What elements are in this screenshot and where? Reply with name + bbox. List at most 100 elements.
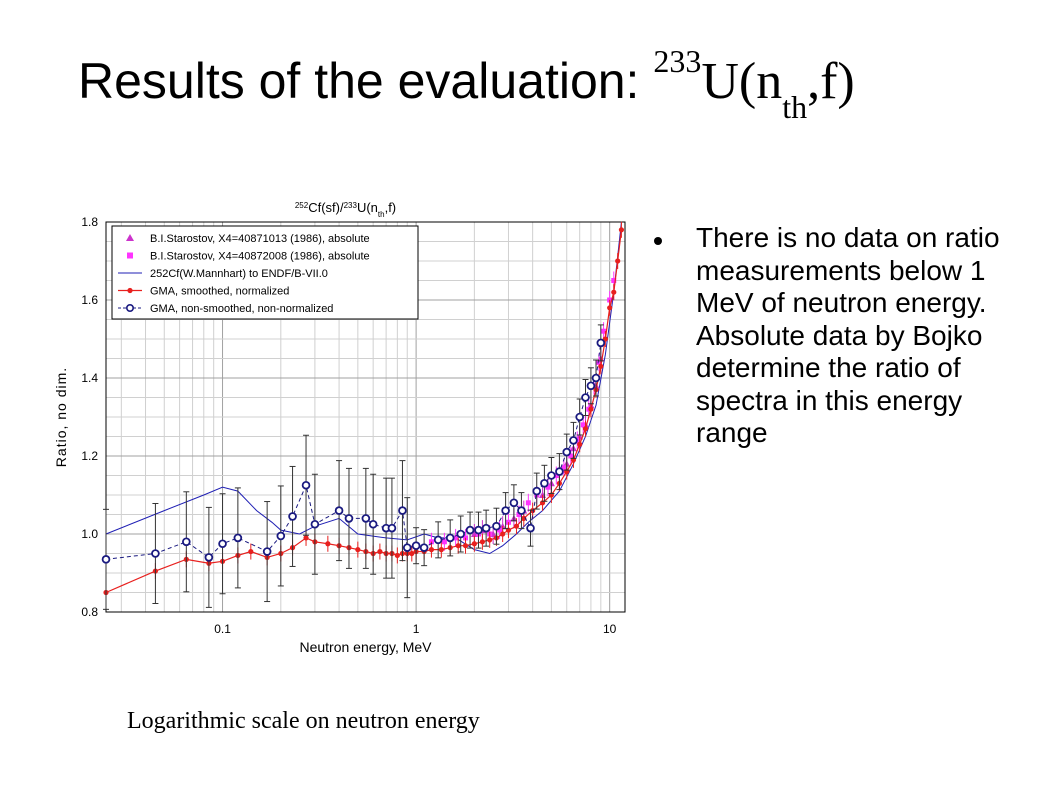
y-tick-label: 1.6: [81, 293, 98, 307]
data-point-starostov-40872008: [561, 465, 567, 471]
legend-label: B.I.Starostov, X4=40872008 (1986), absol…: [150, 251, 370, 263]
data-point-gma-nonsmoothed: [481, 523, 491, 533]
y-tick-label: 1.0: [81, 527, 98, 541]
data-point-gma-nonsmoothed: [569, 436, 578, 445]
data-point-starostov-40872008: [611, 278, 617, 283]
data-point-gma-nonsmoothed: [419, 543, 429, 552]
data-point-gma-nonsmoothed: [562, 447, 572, 457]
data-point-gma-smoothed: [618, 227, 625, 233]
data-point-gma-nonsmoothed: [526, 523, 535, 533]
data-point-starostov-40872008: [525, 500, 531, 506]
data-point-gma-nonsmoothed: [596, 338, 606, 348]
bullet-text: There is no data on ratio measurements b…: [696, 222, 1000, 448]
data-point-gma-nonsmoothed: [301, 480, 311, 490]
title-reaction-end: ,f): [807, 53, 855, 110]
data-point-gma-smoothed: [513, 523, 520, 529]
data-point-gma-smoothed: [577, 441, 583, 447]
data-point-gma-nonsmoothed: [465, 525, 475, 535]
data-point-starostov-40872008: [596, 359, 602, 365]
legend-label: GMA, non-smoothed, non-normalized: [150, 303, 333, 315]
legend-label: B.I.Starostov, X4=40871013 (1986), absol…: [150, 233, 370, 245]
data-point-starostov-40871013: [499, 522, 507, 530]
data-point-gma-smoothed: [487, 537, 493, 543]
data-point-gma-nonsmoothed: [387, 523, 397, 533]
data-point-gma-nonsmoothed: [575, 412, 584, 422]
data-point-gma-nonsmoothed: [517, 506, 526, 515]
legend-label: GMA, smoothed, normalized: [150, 286, 289, 298]
data-point-gma-smoothed: [607, 305, 613, 311]
data-point-gma-smoothed: [615, 258, 621, 264]
bullet-dot-icon: [654, 237, 662, 245]
data-point-gma-nonsmoothed: [233, 533, 243, 543]
title-text: Results of the evaluation:: [78, 53, 654, 109]
y-tick-label: 1.2: [81, 449, 98, 463]
data-point-gma-smoothed: [355, 547, 361, 553]
series-group: [101, 221, 625, 610]
title-thermal-subscript: th: [782, 89, 808, 125]
data-point-gma-nonsmoothed: [288, 512, 297, 521]
data-point-starostov-40872008: [580, 422, 586, 428]
data-point-gma-smoothed: [409, 550, 415, 557]
data-point-gma-nonsmoothed: [509, 498, 519, 508]
slide-title: Results of the evaluation: 233U(nth,f): [78, 43, 855, 125]
data-point-gma-smoothed: [500, 531, 506, 537]
legend-swatch: [127, 287, 133, 294]
data-point-gma-nonsmoothed: [101, 555, 111, 564]
plot-frame: [105, 221, 626, 613]
data-point-gma-nonsmoothed: [474, 525, 483, 535]
data-point-starostov-40872008: [601, 328, 607, 334]
data-point-gma-nonsmoothed: [182, 537, 191, 547]
y-axis-label: Ratio, no dim.: [53, 367, 69, 467]
data-point-gma-nonsmoothed: [492, 521, 501, 531]
data-point-gma-smoothed: [611, 289, 617, 295]
data-point-gma-smoothed: [428, 547, 435, 553]
data-point-gma-smoothed: [479, 539, 485, 545]
chart-canvas: 0.8 1.0 1.2 1.4 1.6 1.8 0.1 1 10 Neutron energy, …: [53, 200, 626, 655]
data-point-gma-nonsmoothed: [411, 541, 421, 551]
data-point-gma-nonsmoothed: [586, 381, 596, 391]
data-point-gma-nonsmoothed: [402, 543, 412, 552]
x-axis-label: Neutron energy, MeV: [299, 639, 432, 655]
data-point-starostov-40872008: [441, 539, 447, 545]
data-point-gma-smoothed: [377, 548, 383, 555]
data-point-gma-smoothed: [588, 406, 594, 412]
data-point-starostov-40872008: [568, 453, 574, 459]
ratio-chart: 0.8 1.0 1.2 1.4 1.6 1.8 0.1 1 10 Neutron energy, …: [0, 180, 660, 680]
data-point-starostov-40872008: [497, 527, 503, 533]
data-point-gma-smoothed: [248, 548, 254, 555]
data-point-gma-nonsmoothed: [151, 549, 160, 558]
y-tick-label: 1.8: [81, 215, 98, 229]
data-point-gma-smoothed: [438, 547, 444, 553]
data-point-starostov-40872008: [545, 484, 551, 490]
data-point-starostov-40872008: [516, 512, 522, 517]
title-isotope-superscript: 233: [653, 43, 702, 79]
chart-legend: B.I.Starostov, X4=40871013 (1986), absol…: [111, 225, 419, 320]
data-point-gma-nonsmoothed: [591, 373, 601, 383]
data-point-gma-nonsmoothed: [310, 519, 320, 529]
data-point-gma-nonsmoothed: [334, 506, 344, 515]
data-point-gma-smoothed: [394, 552, 400, 559]
data-point-gma-smoothed: [471, 541, 477, 547]
legend-label: 252Cf(W.Mannhart) to ENDF/B-VII.0: [150, 268, 328, 280]
data-point-gma-nonsmoothed: [581, 393, 590, 402]
series-line-gma-smoothed: [105, 229, 623, 594]
legend-swatch: [126, 304, 135, 313]
data-point-gma-smoothed: [303, 535, 309, 541]
data-point-gma-smoothed: [582, 426, 589, 432]
data-point-gma-nonsmoothed: [433, 535, 443, 545]
data-point-starostov-40872008: [453, 535, 459, 541]
chart-caption: Logarithmic scale on neutron energy: [127, 708, 480, 734]
legend-swatch: [127, 252, 133, 259]
data-point-gma-nonsmoothed: [368, 519, 378, 529]
data-point-gma-nonsmoothed: [445, 533, 455, 543]
data-point-gma-nonsmoothed: [262, 547, 272, 556]
chart-title: 252Cf(sf)/233U(nth,f): [295, 200, 396, 219]
data-point-gma-smoothed: [462, 543, 469, 549]
data-point-gma-nonsmoothed: [344, 514, 354, 523]
data-point-gma-nonsmoothed: [540, 478, 549, 488]
data-point-starostov-40872008: [553, 473, 559, 478]
x-tick-label: 1: [413, 622, 420, 636]
y-tick-label: 0.8: [81, 605, 98, 619]
data-point-gma-nonsmoothed: [398, 506, 407, 515]
data-point-gma-smoothed: [521, 515, 527, 521]
